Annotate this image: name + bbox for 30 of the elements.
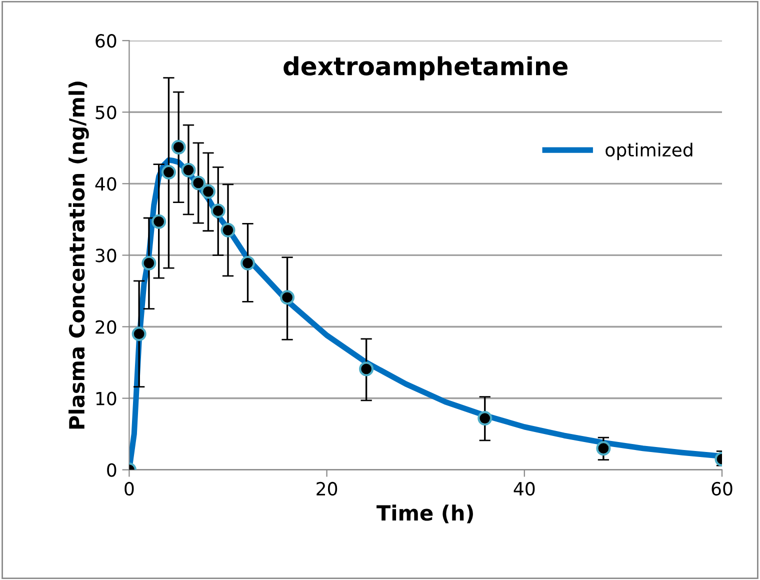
point <box>240 256 256 270</box>
y-tick-label: 50 <box>96 106 116 120</box>
point <box>132 326 146 342</box>
point <box>359 362 374 376</box>
x-tick-label: 40 <box>514 482 535 496</box>
point <box>181 162 196 178</box>
point <box>220 222 236 238</box>
point <box>161 164 176 180</box>
x-tick-label: 20 <box>316 482 338 496</box>
x-axis-title: Time (h) <box>376 504 473 524</box>
point <box>142 256 156 270</box>
text: dextroamphetamine <box>284 56 568 80</box>
x-tick-label: 60 <box>712 482 732 496</box>
legend-label: optimized <box>606 142 692 160</box>
point <box>210 204 226 218</box>
point <box>200 184 216 199</box>
y-tick-label: 60 <box>96 34 116 48</box>
y-tick-label: 30 <box>96 248 116 262</box>
point <box>171 140 186 154</box>
point <box>191 176 206 190</box>
point <box>478 411 492 426</box>
point <box>596 441 611 456</box>
point <box>280 290 295 305</box>
y-tick-label: 40 <box>95 177 116 191</box>
y-tick-label: 20 <box>96 320 116 334</box>
point <box>152 214 166 229</box>
y-tick-label: 0 <box>107 463 116 477</box>
y-tick-label: 10 <box>96 392 116 406</box>
y-axis-title: Plasma Concentration (ng/ml) <box>68 82 89 429</box>
x-tick-label: 0 <box>124 482 134 496</box>
